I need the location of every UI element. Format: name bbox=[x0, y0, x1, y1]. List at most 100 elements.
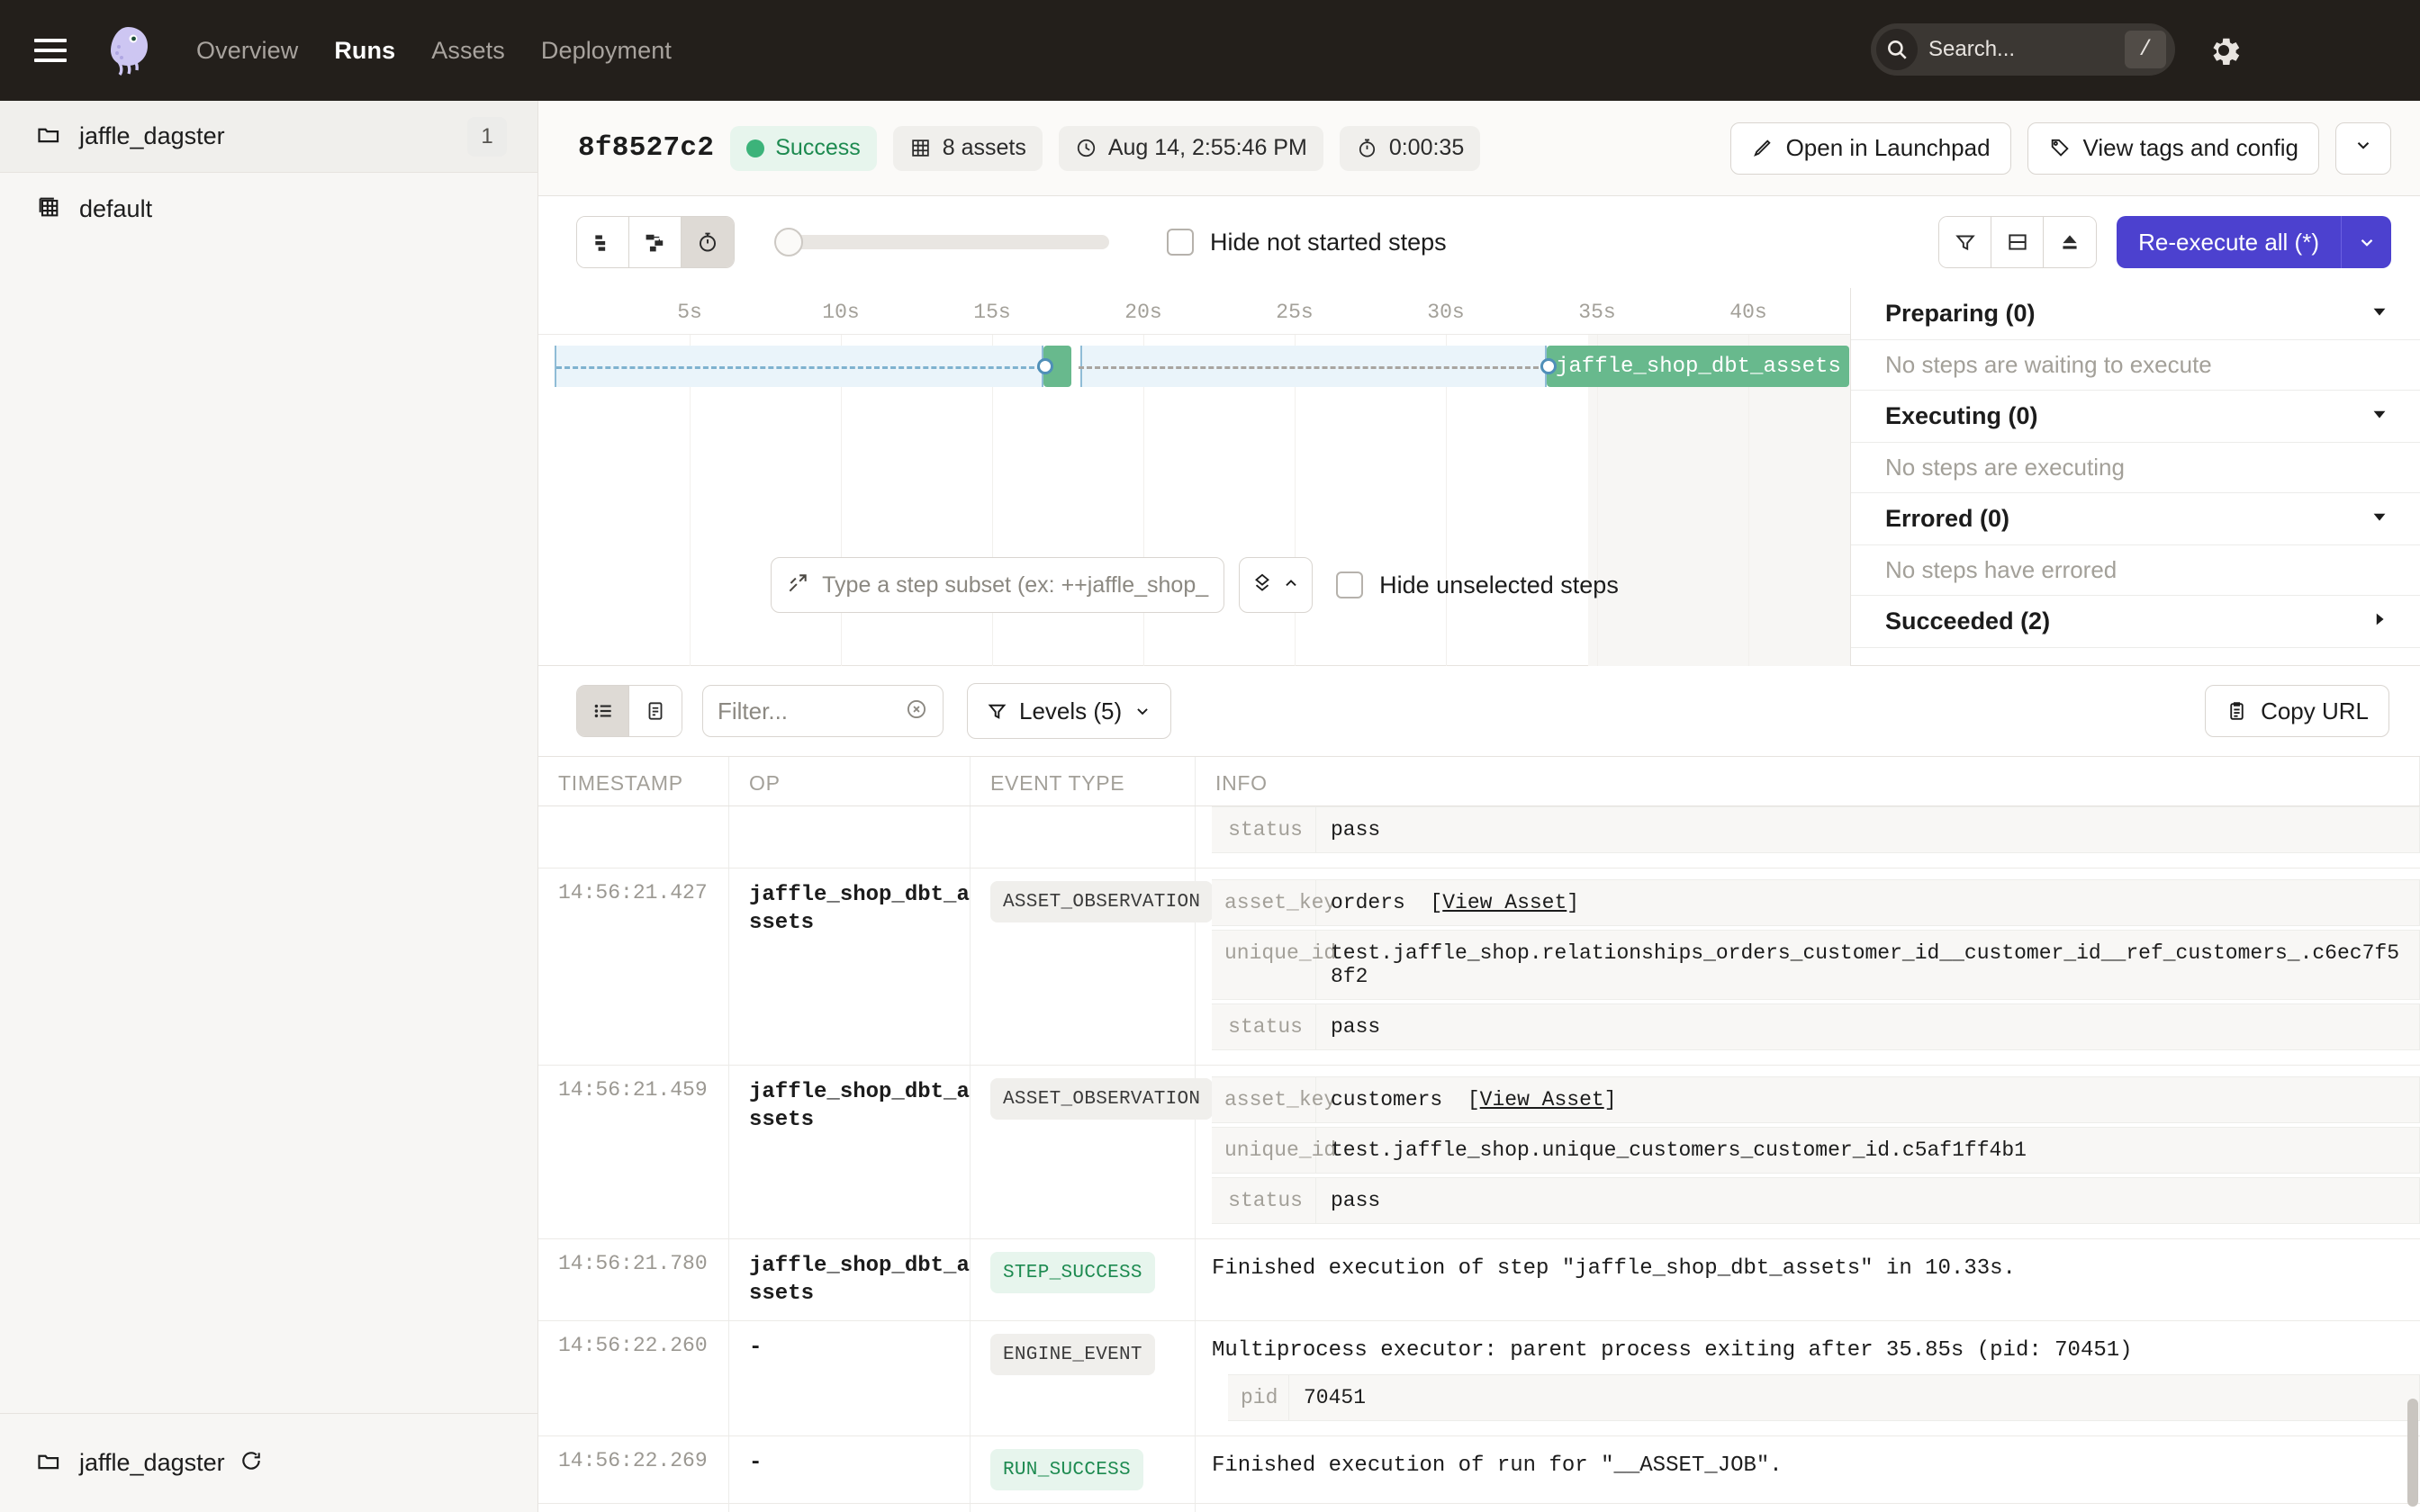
gantt-inactive-region bbox=[1588, 335, 1850, 666]
view-asset-link[interactable]: View Asset bbox=[1479, 1088, 1604, 1112]
clear-circle-icon[interactable] bbox=[905, 698, 928, 725]
hide-not-started-steps-checkbox[interactable]: Hide not started steps bbox=[1167, 229, 1447, 256]
metadata-value: 70451 bbox=[1304, 1386, 1367, 1410]
job-grid-icon bbox=[36, 194, 61, 224]
cell-op: - bbox=[729, 1436, 971, 1504]
table-row[interactable]: 14:56:21.459 jaffle_shop_dbt_assets ASSE… bbox=[538, 1066, 2420, 1239]
event-type-badge: STEP_SUCCESS bbox=[990, 1252, 1155, 1293]
filter-steps-icon[interactable] bbox=[1939, 217, 1992, 267]
metadata-row: status pass bbox=[1212, 1177, 2420, 1224]
gantt-toolbar-right: Re-execute all (*) bbox=[1938, 216, 2391, 268]
gantt-view-flat-list[interactable] bbox=[577, 217, 629, 267]
run-timestamp-chip: Aug 14, 2:55:46 PM bbox=[1058, 125, 1323, 171]
top-navigation-bar: Overview Runs Assets Deployment Search..… bbox=[0, 0, 2420, 101]
cell-op: - bbox=[729, 1321, 971, 1436]
hide-unselected-steps-checkbox[interactable]: Hide unselected steps bbox=[1336, 572, 1619, 599]
chevron-up-icon bbox=[1281, 573, 1301, 598]
event-log-header-row: TIMESTAMP OP EVENT TYPE INFO bbox=[538, 756, 2420, 806]
cell-op: jaffle_shop_dbt_assets bbox=[729, 1239, 971, 1321]
folder-icon bbox=[36, 1448, 61, 1478]
cell-timestamp: 14:56:21.459 bbox=[538, 1066, 729, 1238]
metadata-value-text: orders bbox=[1331, 891, 1405, 914]
split-panel-icon[interactable] bbox=[1991, 217, 2045, 267]
open-in-launchpad-button[interactable]: Open in Launchpad bbox=[1729, 122, 2011, 175]
re-execute-all-button[interactable]: Re-execute all (*) bbox=[2117, 216, 2341, 268]
log-levels-label: Levels (5) bbox=[1019, 697, 1123, 724]
nav-item-deployment[interactable]: Deployment bbox=[540, 36, 672, 64]
metadata-key: asset_key bbox=[1212, 880, 1336, 925]
status-section-errored[interactable]: Errored (0) bbox=[1851, 493, 2420, 545]
status-section-preparing[interactable]: Preparing (0) bbox=[1851, 288, 2420, 340]
metadata-value: orders [View Asset] bbox=[1331, 891, 1580, 914]
metadata-value: pass bbox=[1331, 1189, 1381, 1212]
metadata-key: unique_id bbox=[1212, 931, 1336, 999]
gear-icon[interactable] bbox=[2204, 31, 2244, 70]
copy-url-button[interactable]: Copy URL bbox=[2205, 685, 2389, 737]
nav-item-overview[interactable]: Overview bbox=[196, 36, 299, 64]
pencil-icon bbox=[1751, 137, 1774, 159]
slider-knob[interactable] bbox=[774, 228, 803, 256]
table-row[interactable]: 14:56:22.295 - ENGINE_EVENT Process for … bbox=[538, 1504, 2420, 1512]
search-placeholder: Search... bbox=[1928, 37, 2016, 61]
view-asset-link[interactable]: View Asset bbox=[1442, 891, 1567, 914]
dagster-logo[interactable] bbox=[101, 23, 155, 77]
table-row[interactable]: 14:56:21.780 jaffle_shop_dbt_assets STEP… bbox=[538, 1239, 2420, 1322]
cell-op bbox=[729, 806, 971, 868]
log-view-raw[interactable] bbox=[629, 686, 682, 736]
gridline bbox=[1143, 335, 1144, 666]
table-row[interactable]: 14:56:22.269 - RUN_SUCCESS Finished exec… bbox=[538, 1436, 2420, 1505]
reload-icon[interactable] bbox=[239, 1449, 263, 1477]
log-levels-button[interactable]: Levels (5) bbox=[967, 683, 1172, 739]
cell-timestamp: 14:56:22.295 bbox=[538, 1504, 729, 1512]
gridline bbox=[841, 335, 842, 666]
tags-button-label: View tags and config bbox=[2082, 134, 2298, 161]
search-input[interactable]: Search... / bbox=[1871, 23, 2175, 76]
nav-item-assets[interactable]: Assets bbox=[431, 36, 505, 64]
step-subset-input[interactable]: Type a step subset (ex: ++jaffle_shop_db… bbox=[771, 557, 1225, 613]
sidebar-item-default[interactable]: default bbox=[0, 173, 537, 245]
cell-event-type: ASSET_OBSERVATION bbox=[971, 868, 1214, 1065]
run-header: 8f8527c2 Success 8 assets Aug 14, 2:55:4… bbox=[538, 101, 2420, 196]
status-section-executing[interactable]: Executing (0) bbox=[1851, 391, 2420, 443]
log-filter-input[interactable]: Filter... bbox=[702, 685, 944, 737]
chevron-right-icon bbox=[2370, 609, 2389, 634]
gantt-view-hierarchy[interactable] bbox=[629, 217, 682, 267]
log-view-mode-group bbox=[576, 685, 682, 737]
cell-event-type: ENGINE_EVENT bbox=[971, 1504, 1196, 1512]
view-tags-and-config-button[interactable]: View tags and config bbox=[2027, 122, 2319, 175]
chevron-down-icon bbox=[1133, 701, 1152, 721]
log-scrollbar-thumb[interactable] bbox=[2407, 1399, 2418, 1507]
status-section-succeeded[interactable]: Succeeded (2) bbox=[1851, 596, 2420, 648]
asset-count-chip[interactable]: 8 assets bbox=[892, 125, 1043, 171]
chevron-down-icon bbox=[2370, 507, 2389, 531]
table-row[interactable]: 14:56:22.260 - ENGINE_EVENT Multiprocess… bbox=[538, 1321, 2420, 1437]
status-section-label: Errored (0) bbox=[1885, 505, 2010, 532]
metadata-row: asset_key customers [View Asset] bbox=[1212, 1076, 2420, 1123]
metadata-row: pid 70451 bbox=[1228, 1374, 2420, 1422]
clock-icon bbox=[1075, 137, 1097, 159]
metadata-value-text: customers bbox=[1331, 1088, 1443, 1112]
sidebar-footer-repo[interactable]: jaffle_dagster bbox=[0, 1413, 538, 1512]
hamburger-menu-icon[interactable] bbox=[34, 39, 67, 62]
gridline bbox=[992, 335, 993, 666]
log-toolbar: Filter... Levels (5) Copy URL bbox=[538, 666, 2420, 756]
metadata-row: asset_key orders [View Asset] bbox=[1212, 879, 2420, 926]
gantt-view-timing[interactable] bbox=[682, 217, 734, 267]
log-view-structured[interactable] bbox=[577, 686, 629, 736]
search-icon bbox=[1876, 29, 1918, 70]
table-row[interactable]: 14:56:21.427 jaffle_shop_dbt_assets ASSE… bbox=[538, 868, 2420, 1066]
axis-tick: 5s bbox=[677, 301, 702, 324]
sidebar-item-jaffle-dagster[interactable]: jaffle_dagster 1 bbox=[0, 101, 537, 173]
gantt-step-bar[interactable]: jaffle_shop_dbt_assets bbox=[1547, 346, 1849, 387]
gantt-zoom-slider[interactable] bbox=[774, 226, 1109, 258]
run-actions-menu-button[interactable] bbox=[2335, 122, 2391, 175]
log-message: Multiprocess executor: parent process ex… bbox=[1212, 1338, 2133, 1364]
hide-not-started-steps-label: Hide not started steps bbox=[1210, 228, 1447, 256]
nav-item-runs[interactable]: Runs bbox=[334, 36, 396, 64]
table-row[interactable]: status pass bbox=[538, 806, 2420, 868]
step-subset-layers-button[interactable] bbox=[1239, 557, 1314, 613]
status-section-empty-text: No steps have errored bbox=[1851, 545, 2420, 596]
re-execute-options-button[interactable] bbox=[2341, 216, 2391, 268]
cell-timestamp bbox=[538, 806, 729, 868]
eject-panel-icon[interactable] bbox=[2044, 217, 2097, 267]
